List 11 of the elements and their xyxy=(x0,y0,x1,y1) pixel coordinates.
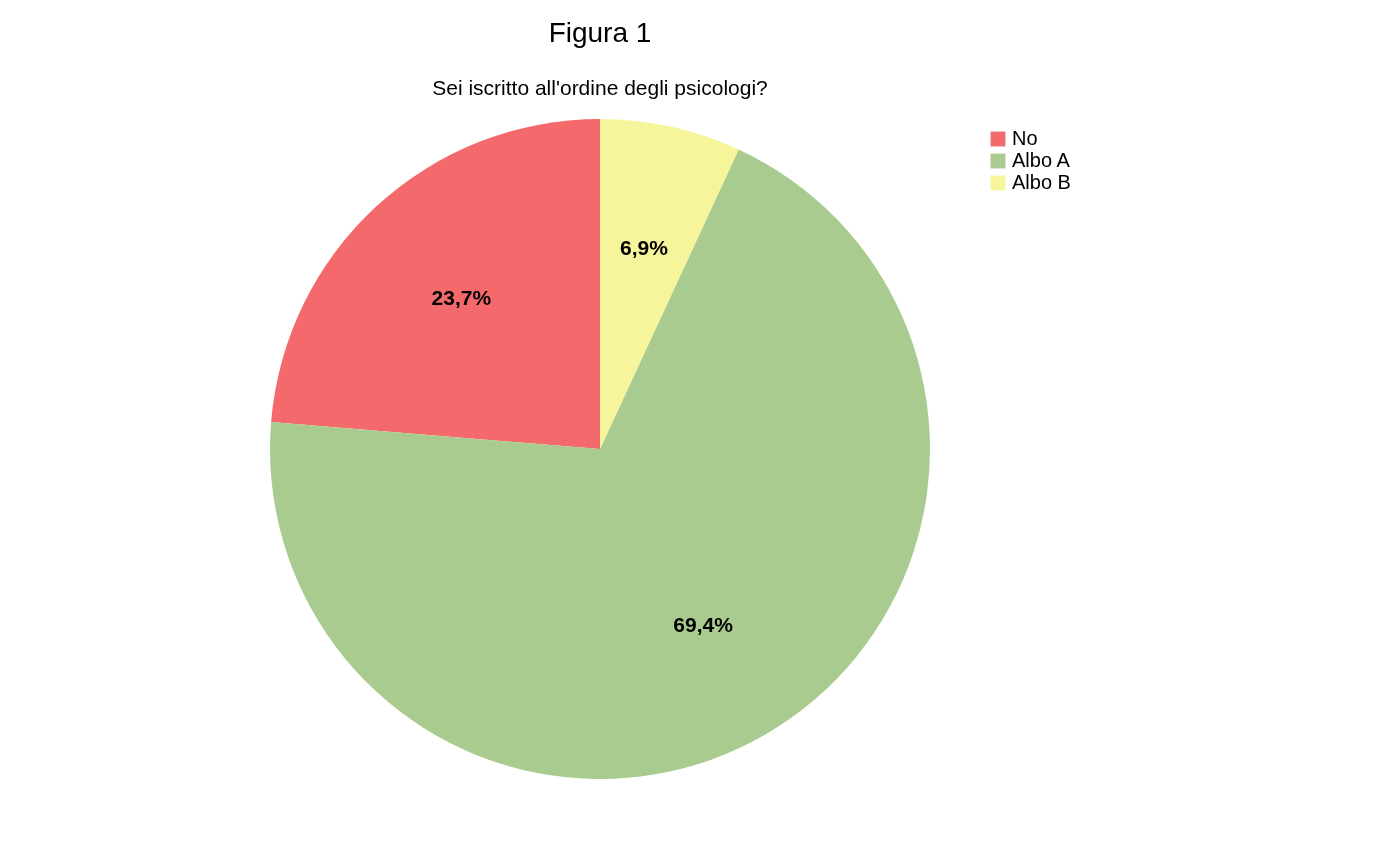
chart-title: Figura 1 xyxy=(548,17,652,48)
chart-subtitle: Sei iscritto all'ordine degli psicologi? xyxy=(432,76,768,99)
pie-slice xyxy=(270,149,930,779)
legend-label: Albo A xyxy=(1012,149,1071,171)
data-label: 23,7% xyxy=(431,285,492,309)
data-label: 69,4% xyxy=(673,612,734,636)
pie-slice xyxy=(600,119,739,449)
legend-label: No xyxy=(1012,127,1038,149)
legend-label: Albo B xyxy=(1012,171,1071,193)
pie-slice xyxy=(271,119,600,449)
data-label: 6,9% xyxy=(620,236,669,260)
